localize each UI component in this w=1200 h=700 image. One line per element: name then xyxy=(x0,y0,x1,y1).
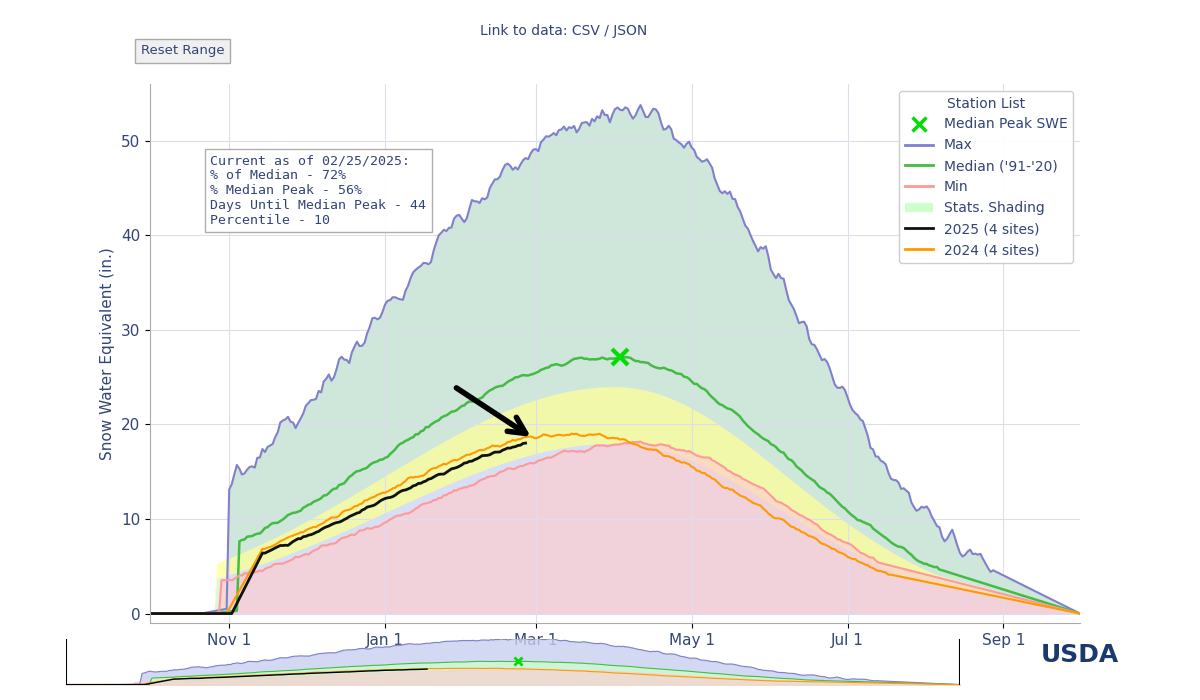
Y-axis label: Snow Water Equivalent (in.): Snow Water Equivalent (in.) xyxy=(101,247,115,460)
Legend: Median Peak SWE, Max, Median ('91-'20), Min, Stats. Shading, 2025 (4 sites), 202: Median Peak SWE, Max, Median ('91-'20), … xyxy=(899,91,1073,262)
Text: USDA: USDA xyxy=(1042,643,1120,666)
Text: Reset Range: Reset Range xyxy=(140,44,224,57)
Text: Current as of 02/25/2025:
% of Median - 72%
% Median Peak - 56%
Days Until Media: Current as of 02/25/2025: % of Median - … xyxy=(210,154,426,227)
Text: Link to data: CSV / JSON: Link to data: CSV / JSON xyxy=(480,25,648,38)
